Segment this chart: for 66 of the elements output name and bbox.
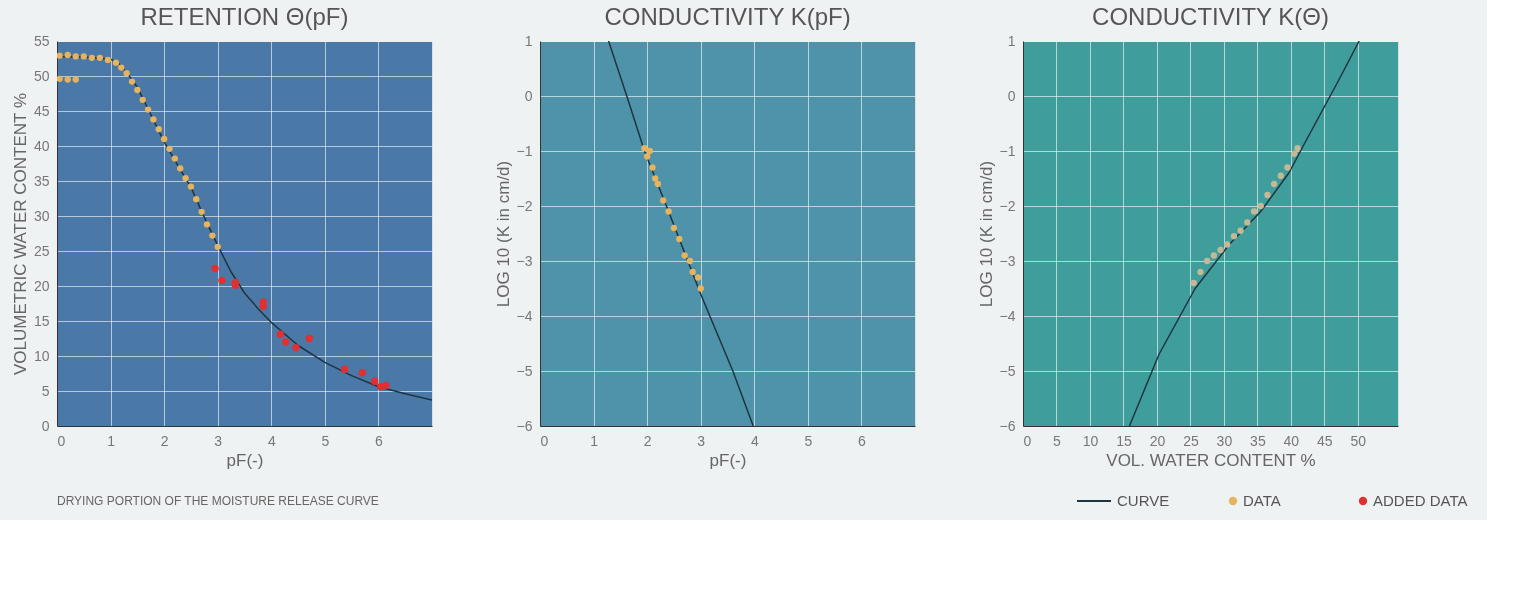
y-axis-title: LOG 10 (K in cm/d): [493, 160, 513, 308]
y-tick-label: −2: [999, 197, 1016, 214]
y-tick-label: 40: [33, 137, 50, 154]
x-axis-title: pF(-): [226, 450, 264, 470]
y-tick-label: −5: [516, 362, 533, 379]
x-tick-label: 30: [1216, 432, 1233, 449]
legend-label: DATA: [1243, 492, 1281, 509]
x-tick-label: 35: [1250, 432, 1266, 449]
y-tick-label: −1: [516, 142, 533, 159]
y-tick-label: 5: [41, 382, 50, 399]
y-tick-label: −2: [516, 197, 533, 214]
y-tick-label: 1: [524, 32, 533, 49]
x-tick-label: 1: [107, 432, 116, 449]
y-axis-title: VOLUMETRIC WATER CONTENT %: [10, 92, 30, 376]
x-tick-label: 0: [1023, 432, 1032, 449]
y-tick-label: −3: [516, 252, 533, 269]
chart-title: RETENTION Θ(pF): [140, 3, 349, 30]
x-axis-title: VOL. WATER CONTENT %: [1106, 450, 1316, 470]
x-tick-label: 15: [1116, 432, 1132, 449]
y-tick-label: −4: [516, 307, 533, 324]
y-tick-label: 1: [1007, 32, 1016, 49]
y-tick-label: −6: [999, 417, 1016, 434]
y-tick-label: −6: [516, 417, 533, 434]
x-tick-label: 2: [160, 432, 169, 449]
x-tick-label: 25: [1183, 432, 1199, 449]
x-tick-label: 20: [1149, 432, 1166, 449]
y-tick-label: 20: [33, 277, 50, 294]
y-tick-label: 45: [33, 102, 50, 119]
y-tick-label: 10: [33, 347, 50, 364]
y-tick-label: −1: [999, 142, 1016, 159]
x-tick-label: 5: [321, 432, 330, 449]
x-tick-label: 1: [590, 432, 599, 449]
y-tick-label: 0: [1007, 87, 1016, 104]
x-tick-label: 40: [1283, 432, 1300, 449]
y-tick-label: 35: [33, 172, 50, 189]
legend-label: ADDED DATA: [1373, 492, 1468, 509]
y-tick-label: 0: [41, 417, 50, 434]
chart-title: CONDUCTIVITY K(Θ): [1092, 3, 1329, 30]
x-tick-label: 4: [267, 432, 276, 449]
y-tick-label: −4: [999, 307, 1016, 324]
y-tick-label: −5: [999, 362, 1016, 379]
legend-label: CURVE: [1117, 492, 1170, 509]
y-tick-label: 55: [33, 32, 50, 49]
x-tick-label: 3: [697, 432, 706, 449]
x-tick-label: 3: [214, 432, 223, 449]
x-tick-label: 6: [375, 432, 384, 449]
y-tick-label: 25: [33, 242, 50, 259]
y-tick-label: 30: [33, 207, 50, 224]
x-tick-label: 0: [57, 432, 66, 449]
x-axis-title: pF(-): [709, 450, 747, 470]
x-tick-label: 5: [804, 432, 813, 449]
x-tick-label: 2: [643, 432, 652, 449]
y-tick-label: −3: [999, 252, 1016, 269]
x-tick-label: 45: [1317, 432, 1333, 449]
y-axis-title: LOG 10 (K in cm/d): [976, 160, 996, 308]
y-tick-label: 50: [33, 67, 50, 84]
x-tick-label: 0: [540, 432, 549, 449]
x-tick-label: 4: [750, 432, 759, 449]
chart-title: CONDUCTIVITY K(pF): [604, 3, 851, 30]
text: DRYING PORTION OF THE MOISTURE RELEASE CURVE: [57, 494, 379, 508]
y-tick-label: 15: [33, 312, 50, 329]
y-tick-label: 0: [524, 87, 533, 104]
x-tick-label: 5: [1053, 432, 1062, 449]
x-tick-label: 6: [858, 432, 867, 449]
x-tick-label: 10: [1082, 432, 1099, 449]
x-tick-label: 50: [1350, 432, 1367, 449]
